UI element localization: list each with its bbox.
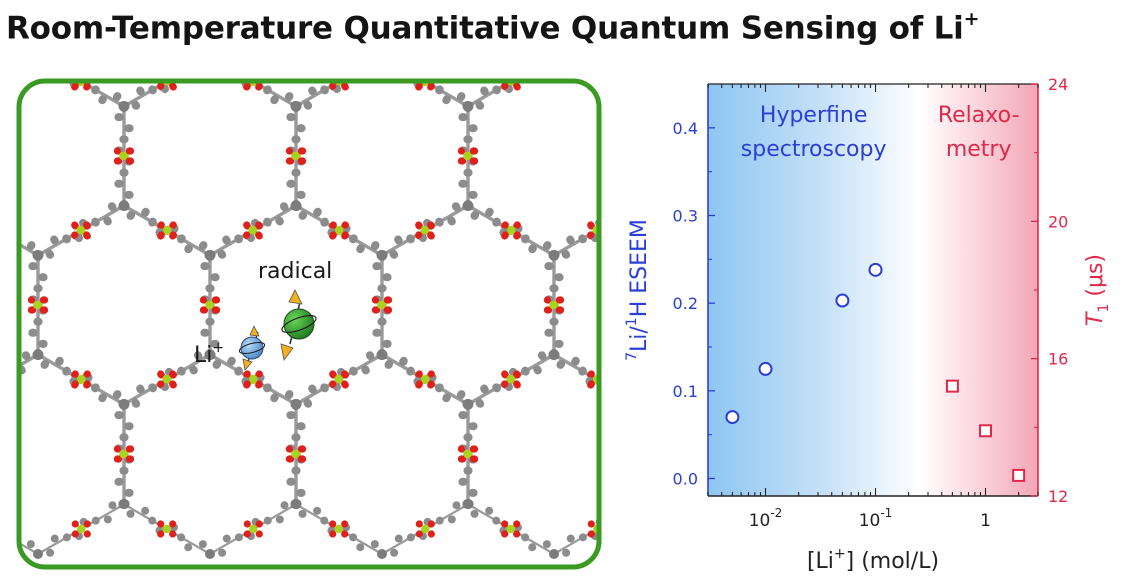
eseem-point-4 [868, 262, 883, 277]
left-tick-label-3: 0.2 [673, 294, 698, 313]
radical-label: radical [258, 259, 332, 284]
region-label-line2-2: metry [946, 137, 1012, 162]
t1-point-3 [1012, 468, 1026, 482]
region-band-1 [708, 84, 920, 496]
x-tick-label-3: 1 [980, 511, 991, 531]
framework-illustration: radical Li+ [16, 78, 602, 570]
li-spin-arrow-down-icon [242, 358, 253, 371]
lithium-label: Li+ [194, 340, 224, 368]
x-axis-label: [Li+] (mol/L) [807, 546, 939, 574]
eseem-point-2 [758, 361, 773, 376]
right-tick-label-4: 24 [1048, 75, 1068, 94]
title-text: Room-Temperature Quantitative Quantum Se… [6, 10, 964, 47]
lithium-sphere-icon [240, 336, 264, 360]
framework-frame [16, 78, 602, 570]
region-label-line2-1: spectroscopy [741, 137, 887, 162]
li-spin-arrow-up-icon [249, 325, 260, 337]
eseem-point-3 [835, 293, 850, 308]
spin-arrow-down-icon [280, 343, 294, 361]
left-axis-label: 7Li/1H ESEEM [624, 219, 652, 361]
figure-title: Room-Temperature Quantitative Quantum Se… [0, 0, 1126, 60]
right-tick-label-3: 20 [1048, 212, 1068, 231]
spin-arrow-up-icon [288, 289, 303, 305]
t1-point-1 [945, 379, 959, 393]
lithium-marker [238, 325, 266, 371]
radical-marker [280, 289, 317, 361]
left-tick-label-4: 0.3 [673, 206, 698, 225]
radical-sphere-icon [283, 308, 315, 340]
left-tick-label-5: 0.4 [673, 119, 698, 138]
left-tick-label-2: 0.1 [673, 382, 698, 401]
sensing-chart: Hyperfine spectroscopy Relaxo-metry 10-2 10-… [624, 75, 1112, 574]
eseem-point-1 [725, 410, 740, 425]
region-band-2 [919, 84, 1038, 496]
left-tick-label-1: 0.0 [673, 469, 698, 488]
region-label-line1-1: Hyperfine [760, 103, 867, 128]
right-axis-label: T1 (μs) [1083, 254, 1112, 326]
title-superscript: + [963, 8, 980, 30]
right-tick-label-1: 12 [1048, 487, 1068, 506]
t1-point-2 [979, 424, 993, 438]
x-tick-label-2: 10-1 [859, 506, 893, 531]
right-tick-label-2: 16 [1048, 350, 1068, 369]
x-tick-label-1: 10-2 [749, 506, 783, 531]
framework-lattice [19, 81, 599, 559]
region-label-line1-2: Relaxo- [938, 103, 1020, 128]
